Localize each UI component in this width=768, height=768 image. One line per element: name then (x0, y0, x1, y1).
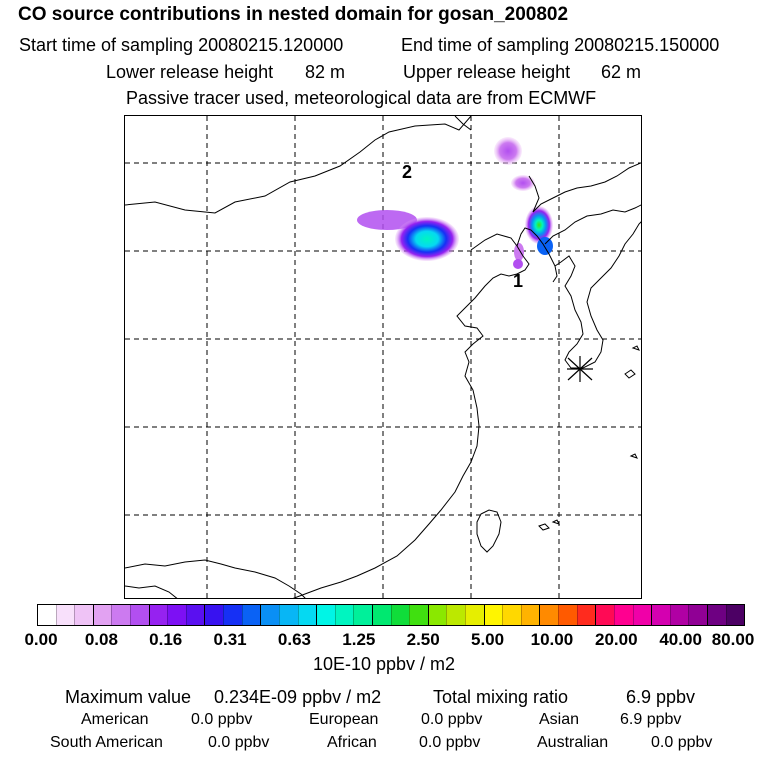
colorbar-swatch (371, 605, 391, 625)
northeast-plume-mid (511, 175, 535, 191)
colorbar-swatch (688, 605, 707, 625)
colorbar-swatch (148, 605, 168, 625)
region-american-label: American (81, 711, 149, 728)
colorbar-swatch (483, 605, 503, 625)
colorbar-swatch (278, 605, 298, 625)
colorbar-swatch (260, 605, 279, 625)
colorbar-swatch (613, 605, 633, 625)
colorbar-swatch (185, 605, 205, 625)
colorbar-swatch (558, 605, 577, 625)
colorbar-swatch (520, 605, 540, 625)
region-south-american-value: 0.0 ppbv (208, 734, 270, 751)
region-south-american-label: South American (50, 734, 163, 751)
beijing-plume (395, 217, 459, 261)
colorbar-swatch (334, 605, 354, 625)
region-australian-value: 0.0 ppbv (651, 734, 713, 751)
end-time-label: End time of sampling 20080215.150000 (401, 35, 720, 55)
colorbar-swatch (38, 605, 56, 625)
colorbar-swatch (651, 605, 670, 625)
sampling-times-row: Start time of sampling 20080215.120000 E… (0, 35, 768, 57)
region-asian-value: 6.9 ppbv (620, 711, 682, 728)
colorbar-tick-label: 1.25 (342, 630, 376, 649)
colorbar-tick-label: 80.00 (711, 630, 755, 649)
colorbar-tick-label: 0.63 (277, 630, 311, 649)
colorbar-swatch (595, 605, 614, 625)
colorbar-tick-label: 0.16 (149, 630, 183, 649)
colorbar-swatch (427, 605, 447, 625)
colorbar-swatch (576, 605, 596, 625)
colorbar-swatch (390, 605, 410, 625)
region-australian-label: Australian (537, 734, 609, 751)
total-mixing-value: 6.9 ppbv (626, 687, 696, 707)
colorbar-swatch (465, 605, 484, 625)
colorbar-swatch (92, 605, 112, 625)
colorbar-tick-label: 0.31 (213, 630, 247, 649)
region-african-value: 0.0 ppbv (419, 734, 481, 751)
upper-release-label: Upper release height (403, 62, 571, 82)
source-marker-2: 2 (402, 162, 413, 182)
release-heights-row: Lower release height 82 m Upper release … (0, 62, 768, 84)
bohai-plume-small (514, 243, 524, 261)
colorbar-swatch (725, 605, 745, 625)
concentration-field (357, 137, 553, 269)
colorbar-units: 10E-10 ppbv / m2 (312, 654, 456, 674)
colorbar-swatch (297, 605, 317, 625)
colorbar-swatch (223, 605, 242, 625)
colorbar-swatch (446, 605, 466, 625)
colorbar-tick-label: 0.08 (84, 630, 118, 649)
bohai-plume-dot (513, 259, 523, 269)
max-value-label: Maximum value (65, 687, 192, 707)
colorbar-swatch (539, 605, 559, 625)
colorbar-tick-label: 0.00 (24, 630, 58, 649)
gosan-receptor-icon (567, 356, 593, 382)
max-value: 0.234E-09 ppbv / m2 (214, 687, 382, 707)
region-asian-label: Asian (539, 711, 580, 728)
colorbar-tick-label: 40.00 (659, 630, 702, 649)
colorbar-swatch (706, 605, 726, 625)
total-mixing-label: Total mixing ratio (433, 687, 569, 707)
colorbar-tick-label: 5.00 (470, 630, 505, 649)
map-panel: 2 1 (124, 115, 642, 599)
start-time-label: Start time of sampling 20080215.120000 (19, 35, 344, 55)
map-canvas (125, 116, 641, 598)
lower-release-label: Lower release height (106, 62, 274, 82)
colorbar (37, 604, 745, 626)
colorbar-tick-label: 10.00 (530, 630, 574, 649)
tracer-note: Passive tracer used, meteorological data… (126, 88, 597, 108)
colorbar-tick-label: 2.50 (406, 630, 440, 649)
beijing-plume-tail (357, 210, 417, 230)
colorbar-swatch (55, 605, 75, 625)
region-american-value: 0.0 ppbv (191, 711, 253, 728)
upper-release-value: 62 m (601, 62, 642, 82)
region-european-label: European (309, 711, 379, 728)
northeast-plume-top (494, 137, 522, 165)
northeast-plume-core (525, 206, 553, 244)
colorbar-swatch (669, 605, 689, 625)
colorbar-swatch (204, 605, 224, 625)
colorbar-swatch (632, 605, 652, 625)
colorbar-swatch (111, 605, 131, 625)
colorbar-tick-label: 20.00 (594, 630, 638, 649)
lower-release-value: 82 m (305, 62, 346, 82)
source-marker-1: 1 (513, 271, 524, 291)
plot-title: CO source contributions in nested domain… (18, 4, 569, 25)
colorbar-swatch (502, 605, 521, 625)
region-european-value: 0.0 ppbv (421, 711, 483, 728)
colorbar-swatch (316, 605, 335, 625)
coastlines (125, 116, 641, 598)
region-african-label: African (327, 734, 377, 751)
colorbar-swatch (130, 605, 149, 625)
lat-lon-grid (125, 116, 641, 598)
colorbar-swatch (241, 605, 261, 625)
colorbar-swatch (167, 605, 186, 625)
colorbar-swatch (409, 605, 428, 625)
colorbar-swatch (74, 605, 93, 625)
colorbar-swatch (353, 605, 372, 625)
